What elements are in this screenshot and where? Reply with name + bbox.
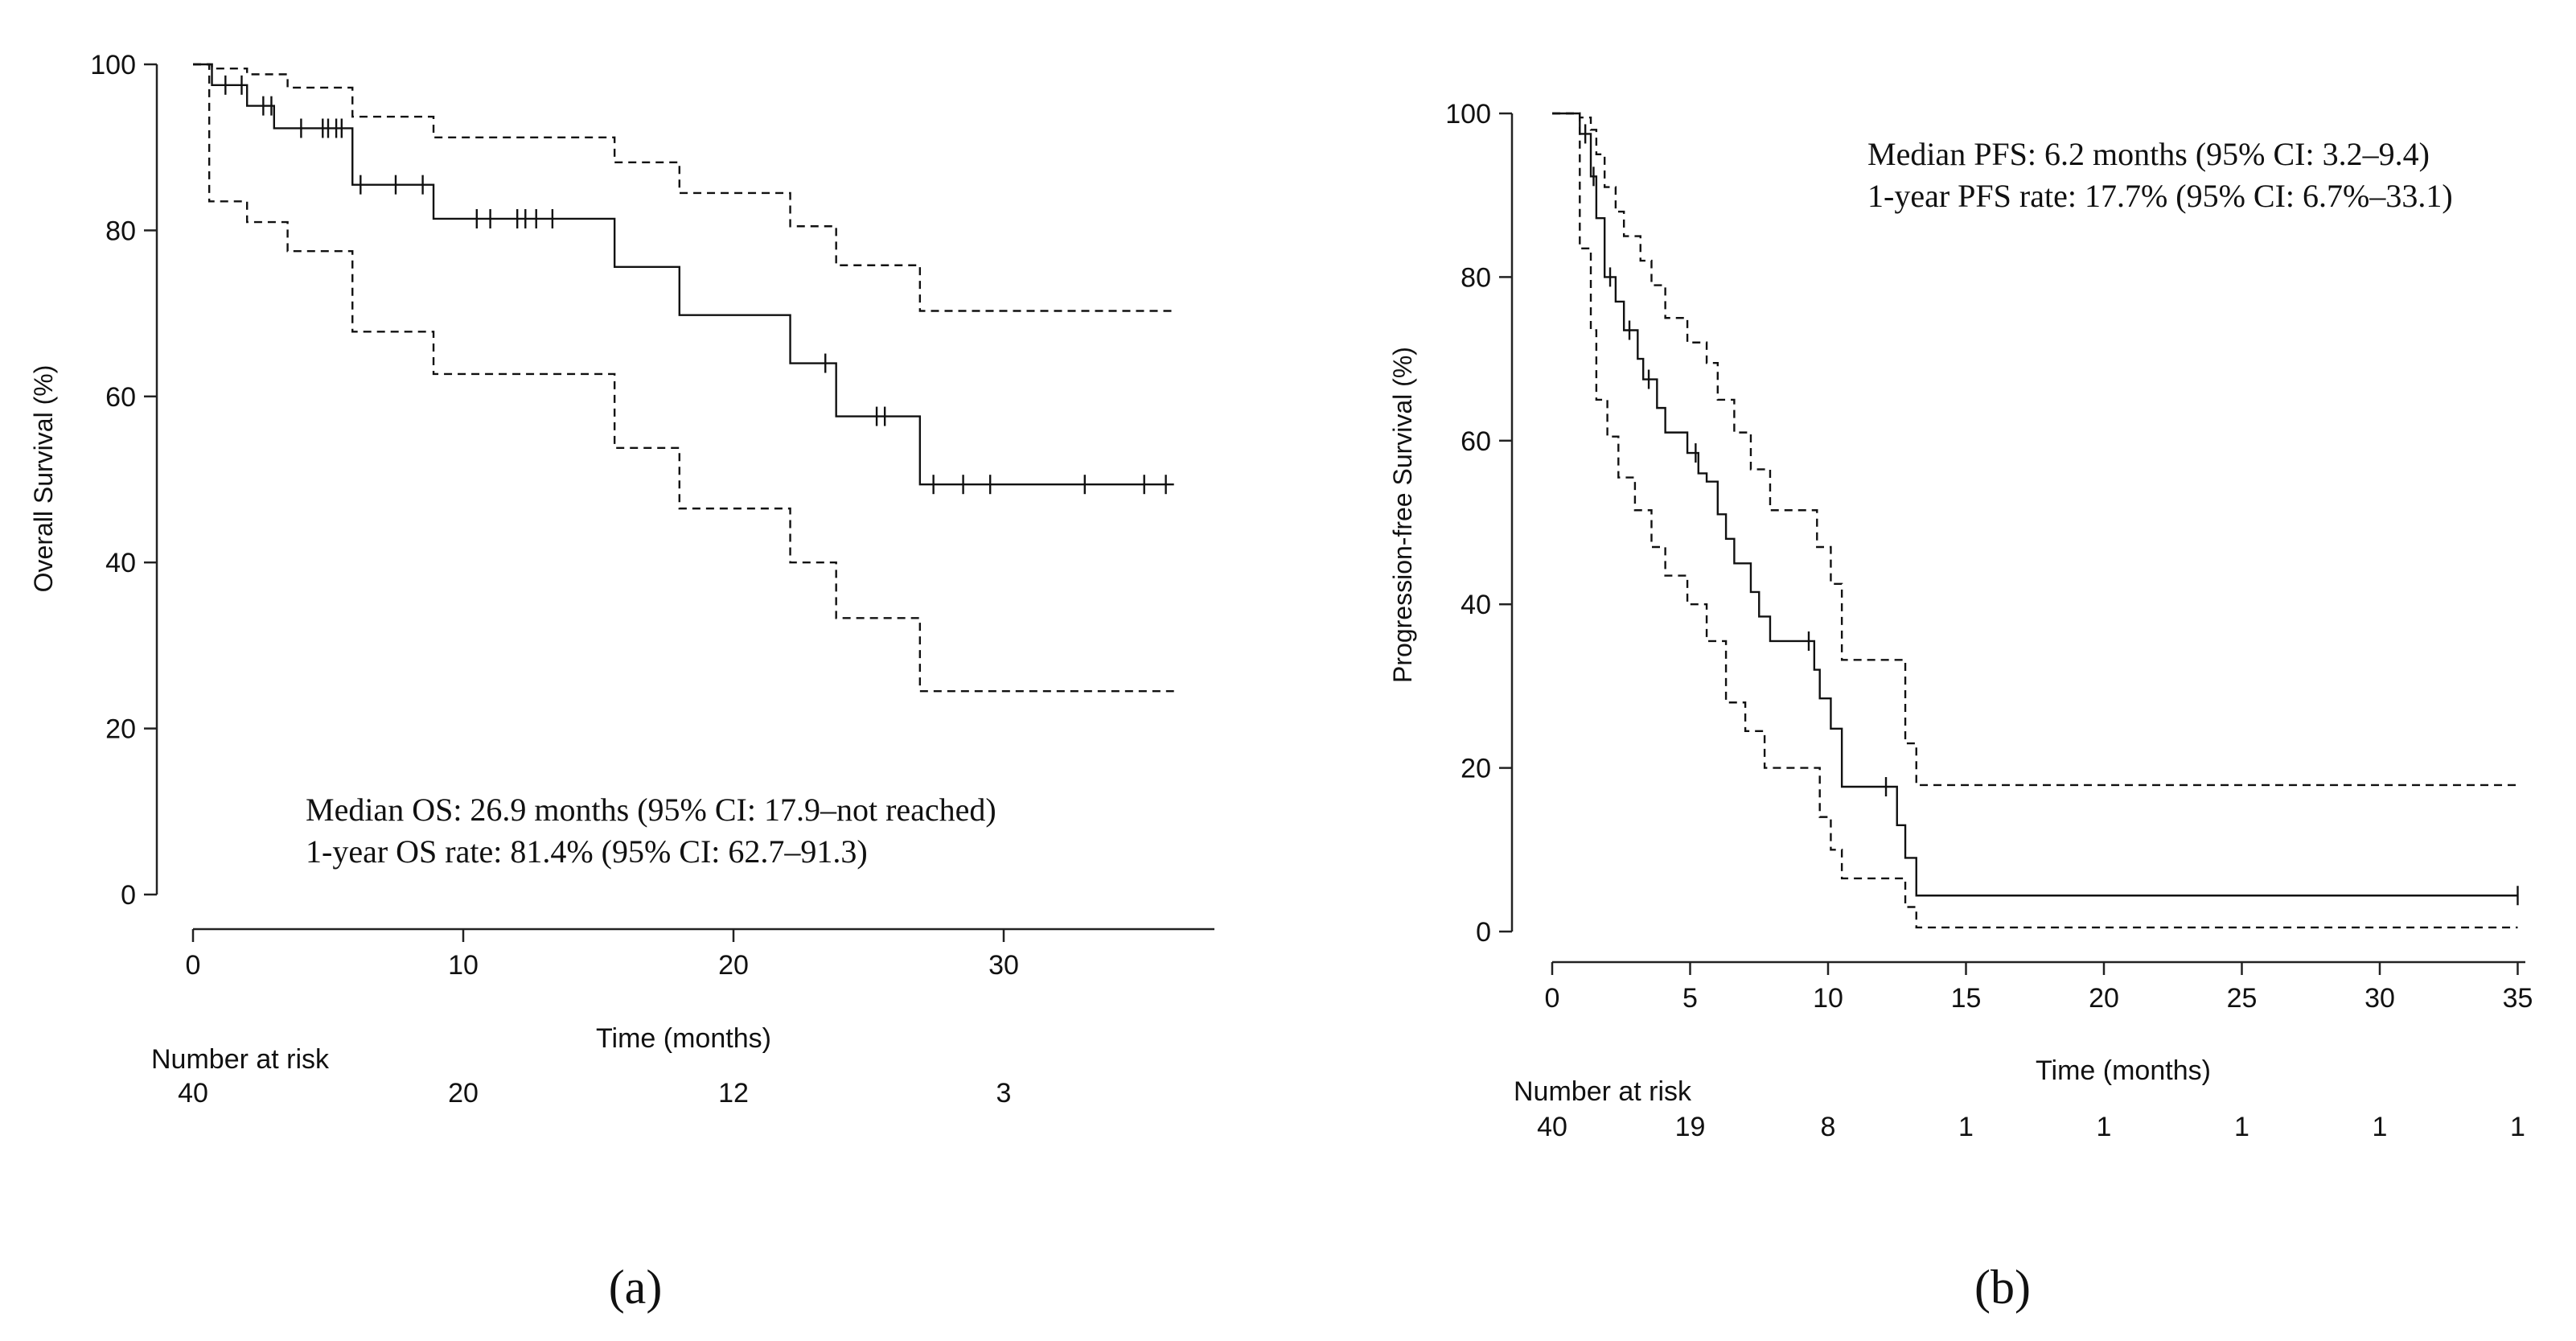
- risk-count: 20: [448, 1078, 479, 1109]
- risk-count: 3: [996, 1078, 1012, 1109]
- km-curve-estimate: [1552, 112, 2518, 897]
- y-tick-label: 0: [121, 880, 136, 911]
- panel-b-y-axis-label: Progression-free Survival (%): [1388, 347, 1417, 683]
- panel-b-censor-marks: [1584, 124, 2519, 906]
- y-tick-label: 80: [105, 216, 136, 246]
- x-tick-label: 25: [2227, 983, 2258, 1014]
- panel-b-axes: 0 20 40 60 80 100 0 5 10 15 20 25 30 35: [1445, 99, 2533, 1014]
- x-tick-label: 30: [2364, 983, 2395, 1014]
- panel-a-y-axis-label: Overall Survival (%): [29, 365, 58, 593]
- y-tick-label: 100: [90, 50, 136, 80]
- km-curve-upper-ci: [193, 63, 1174, 312]
- panel-a-curves: [193, 63, 1174, 693]
- panel-a-censor-marks: [224, 75, 1167, 495]
- panel-b-progression-free-survival: 0 20 40 60 80 100 0 5 10 15 20 25 30 35 Progression-f…: [1388, 99, 2533, 1314]
- panel-a-x-axis-label: Time (months): [596, 1023, 771, 1054]
- y-tick-label: 20: [105, 714, 136, 745]
- x-tick-label: 20: [2089, 983, 2119, 1014]
- x-tick-label: 10: [448, 950, 479, 981]
- y-tick-label: 60: [105, 382, 136, 413]
- km-curve-lower-ci: [1552, 112, 2518, 929]
- panel-b-label: (b): [1974, 1261, 2031, 1314]
- y-tick-label: 80: [1461, 262, 1491, 293]
- risk-count: 1: [2234, 1112, 2249, 1142]
- panel-b-curves: [1552, 112, 2518, 929]
- panel-b-risk-table-label: Number at risk: [1514, 1076, 1692, 1107]
- risk-count: 19: [1675, 1112, 1706, 1142]
- km-curve-estimate: [193, 63, 1174, 486]
- x-tick-label: 0: [186, 950, 201, 981]
- risk-count: 1: [2510, 1112, 2525, 1142]
- y-tick-label: 100: [1445, 99, 1491, 130]
- x-tick-label: 5: [1682, 983, 1698, 1014]
- panel-b-x-axis-label: Time (months): [2036, 1055, 2211, 1086]
- y-tick-label: 0: [1476, 917, 1491, 948]
- risk-count: 40: [178, 1078, 208, 1109]
- risk-count: 12: [718, 1078, 749, 1109]
- x-tick-label: 10: [1813, 983, 1843, 1014]
- y-tick-label: 40: [1461, 590, 1491, 620]
- y-tick-label: 60: [1461, 426, 1491, 457]
- panel-a-median-annotation: Median OS: 26.9 months (95% CI: 17.9–not…: [306, 792, 996, 828]
- panel-a-axes: 0 20 40 60 80 100 0 10 20 30: [90, 50, 1214, 981]
- x-tick-label: 35: [2503, 983, 2533, 1014]
- x-tick-label: 30: [988, 950, 1019, 981]
- panel-b-median-annotation: Median PFS: 6.2 months (95% CI: 3.2–9.4): [1867, 136, 2430, 172]
- km-curve-lower-ci: [193, 63, 1174, 693]
- risk-count: 8: [1821, 1112, 1836, 1142]
- panel-b-rate-annotation: 1-year PFS rate: 17.7% (95% CI: 6.7%–33.…: [1867, 178, 2453, 214]
- risk-count: 1: [2097, 1112, 2112, 1142]
- x-tick-label: 0: [1545, 983, 1560, 1014]
- risk-count: 40: [1537, 1112, 1567, 1142]
- panel-a-label: (a): [609, 1261, 663, 1314]
- panel-a-risk-table: 40 20 12 3: [178, 1078, 1011, 1109]
- x-tick-label: 20: [718, 950, 749, 981]
- km-curve-upper-ci: [1552, 112, 2518, 787]
- panel-b-risk-table: 40 19 8 1 1 1 1 1: [1537, 1112, 2525, 1142]
- panel-a-risk-table-label: Number at risk: [151, 1044, 330, 1075]
- y-tick-label: 20: [1461, 754, 1491, 784]
- panel-a-overall-survival: 0 20 40 60 80 100 0 10 20 30 Overall Survival (%)…: [29, 50, 1214, 1314]
- x-tick-label: 15: [1951, 983, 1982, 1014]
- risk-count: 1: [2373, 1112, 2388, 1142]
- y-tick-label: 40: [105, 548, 136, 578]
- panel-a-rate-annotation: 1-year OS rate: 81.4% (95% CI: 62.7–91.3…: [306, 833, 868, 870]
- risk-count: 1: [1958, 1112, 1974, 1142]
